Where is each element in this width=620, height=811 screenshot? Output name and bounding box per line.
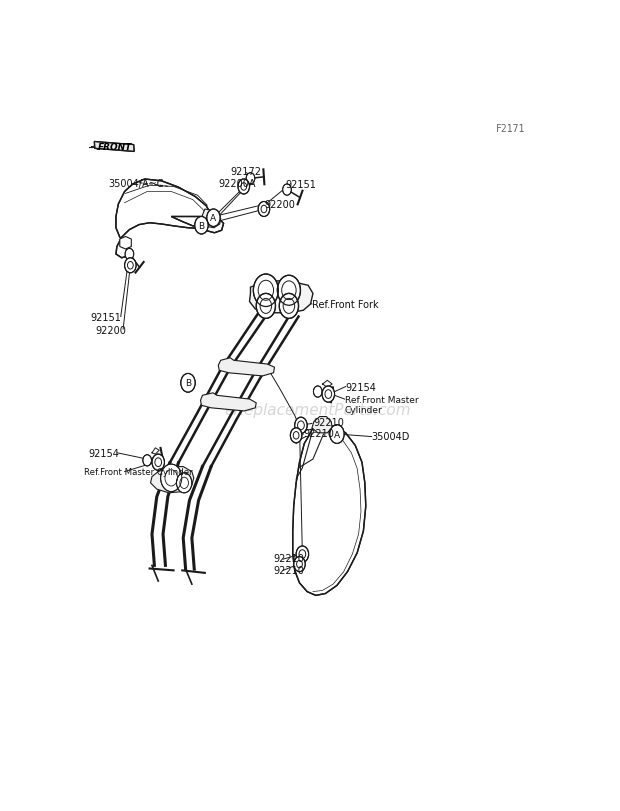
- Text: 92200A: 92200A: [219, 178, 256, 188]
- Polygon shape: [116, 180, 224, 259]
- Polygon shape: [151, 467, 194, 493]
- Circle shape: [322, 387, 335, 403]
- Circle shape: [277, 276, 301, 306]
- Text: A: A: [334, 430, 340, 439]
- Text: B: B: [198, 221, 205, 230]
- Polygon shape: [249, 281, 313, 313]
- Circle shape: [290, 428, 302, 444]
- Text: 92154: 92154: [88, 448, 119, 458]
- Circle shape: [238, 180, 249, 195]
- Circle shape: [152, 454, 164, 470]
- Circle shape: [314, 387, 322, 397]
- Text: 92200: 92200: [264, 200, 294, 210]
- Polygon shape: [200, 393, 256, 411]
- Text: A: A: [210, 214, 216, 223]
- Text: FRONT: FRONT: [97, 143, 131, 152]
- Circle shape: [296, 547, 309, 563]
- Circle shape: [161, 465, 182, 492]
- Text: 92154: 92154: [345, 382, 376, 392]
- Circle shape: [246, 174, 255, 185]
- Text: Ref.Front Master Cylinder: Ref.Front Master Cylinder: [84, 467, 193, 477]
- Circle shape: [254, 275, 278, 307]
- Circle shape: [330, 425, 344, 444]
- Text: 92210: 92210: [303, 429, 334, 439]
- Polygon shape: [120, 237, 131, 250]
- Text: F2171: F2171: [495, 124, 525, 134]
- Circle shape: [177, 474, 192, 493]
- Text: 92210: 92210: [273, 553, 304, 563]
- Text: 92172: 92172: [230, 167, 261, 178]
- Circle shape: [143, 455, 151, 466]
- Circle shape: [195, 217, 208, 234]
- Text: Ref.Front Master: Ref.Front Master: [345, 395, 418, 404]
- Circle shape: [283, 185, 291, 196]
- Text: Ref.Front Fork: Ref.Front Fork: [312, 299, 379, 310]
- Polygon shape: [202, 210, 221, 229]
- Circle shape: [125, 249, 134, 260]
- Text: 92200: 92200: [95, 325, 126, 335]
- Circle shape: [206, 210, 220, 227]
- Polygon shape: [94, 142, 134, 152]
- Text: 35004/A~C: 35004/A~C: [108, 178, 164, 188]
- Circle shape: [256, 294, 275, 319]
- Text: eReplacementParts.com: eReplacementParts.com: [224, 402, 411, 417]
- Text: 92210: 92210: [273, 565, 304, 575]
- Circle shape: [294, 418, 307, 434]
- Polygon shape: [293, 425, 366, 595]
- Circle shape: [125, 259, 136, 273]
- Circle shape: [279, 294, 298, 319]
- Text: 35004D: 35004D: [371, 431, 410, 441]
- Text: Cylinder: Cylinder: [345, 405, 383, 414]
- Circle shape: [258, 202, 270, 217]
- Text: 92151: 92151: [286, 180, 316, 190]
- Polygon shape: [312, 417, 332, 433]
- Text: 92151: 92151: [90, 312, 121, 322]
- Circle shape: [294, 557, 305, 572]
- Polygon shape: [218, 358, 275, 376]
- Text: B: B: [185, 379, 191, 388]
- Text: 92210: 92210: [313, 418, 344, 427]
- Circle shape: [181, 374, 195, 393]
